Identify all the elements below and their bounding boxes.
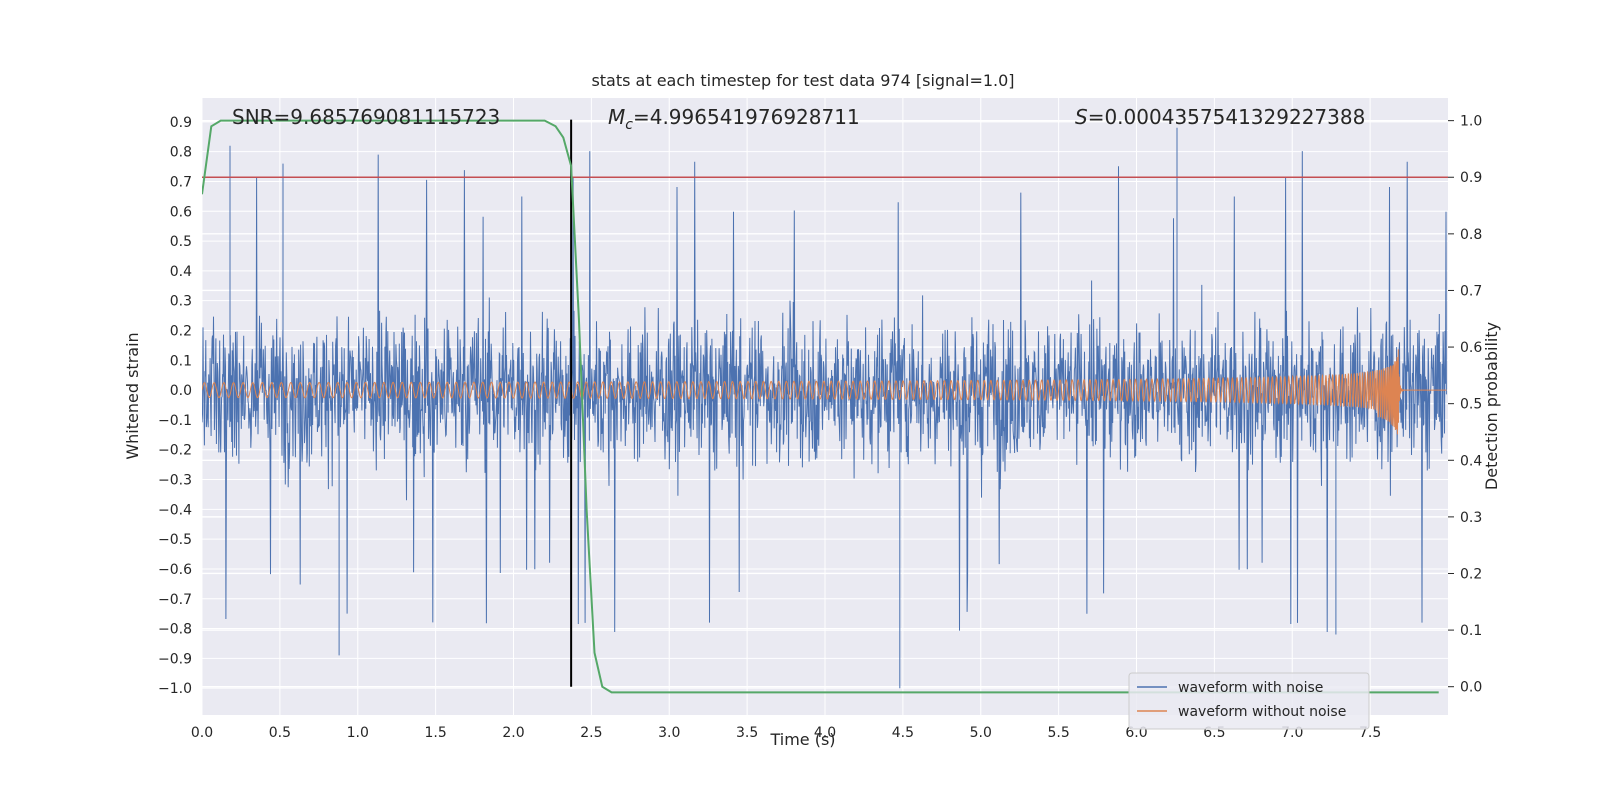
y2-tick-label: 0.4	[1460, 453, 1482, 469]
chirp-mass-annotation: Mc=4.996541976928711	[608, 105, 860, 133]
y-tick-label: −0.1	[158, 413, 192, 429]
y2-tick-label: 0.2	[1460, 566, 1482, 582]
y-tick-label: 0.2	[170, 323, 192, 339]
x-tick-label: 5.0	[970, 725, 992, 741]
y2-tick-label: 0.8	[1460, 227, 1482, 243]
y-tick-label: −0.8	[158, 622, 192, 638]
y2-tick-label: 0.6	[1460, 340, 1482, 356]
y-tick-label: −0.2	[158, 443, 192, 459]
s-symbol: S	[1075, 105, 1088, 129]
y2-tick-label: 0.9	[1460, 170, 1482, 186]
y-tick-label: 0.7	[170, 174, 192, 190]
chirp-mass-value: =4.996541976928711	[633, 105, 860, 129]
y-tick-label: 0.5	[170, 234, 192, 250]
overlay-lines	[202, 119, 1448, 694]
y2-tick-label: 0.3	[1460, 510, 1482, 526]
s-annotation: S=0.0004357541329227388	[1075, 105, 1365, 129]
detection-probability-line	[202, 119, 1439, 694]
y2-tick-label: 1.0	[1460, 114, 1482, 130]
noise-waveform-series	[202, 127, 1447, 689]
x-tick-label: 2.5	[580, 725, 602, 741]
x-tick-label: 4.5	[892, 725, 914, 741]
legend: waveform with noise waveform without noi…	[1128, 672, 1370, 730]
y2-tick-label: 0.7	[1460, 283, 1482, 299]
x-tick-label: 5.5	[1047, 725, 1069, 741]
y-tick-label: 0.1	[170, 353, 192, 369]
clean-waveform-series	[202, 349, 1447, 435]
x-tick-label: 3.0	[658, 725, 680, 741]
y2-axis-label: Detection probability	[1482, 322, 1501, 490]
y-tick-label: −0.6	[158, 562, 192, 578]
legend-box	[1128, 672, 1370, 730]
y-axis-label: Whitened strain	[123, 332, 142, 459]
x-tick-label: 0.0	[191, 725, 213, 741]
x-tick-label: 1.0	[347, 725, 369, 741]
x-tick-label: 3.5	[736, 725, 758, 741]
legend-label-noise: waveform with noise	[1178, 680, 1323, 696]
legend-label-clean: waveform without noise	[1178, 704, 1346, 720]
y2-tick-label: 0.0	[1460, 680, 1482, 696]
y-tick-label: −0.4	[158, 502, 192, 518]
y-tick-label: 0.8	[170, 145, 192, 161]
snr-annotation: SNR=9.685769081115723	[232, 105, 500, 129]
clean-waveform-line	[202, 349, 1447, 435]
s-value: =0.0004357541329227388	[1088, 105, 1366, 129]
x-tick-label: 4.0	[814, 725, 836, 741]
chirp-mass-subscript: c	[625, 117, 633, 133]
y-tick-label: 0.6	[170, 204, 192, 220]
chirp-mass-symbol: M	[608, 105, 625, 129]
y-tick-label: 0.0	[170, 383, 192, 399]
x-tick-label: 2.0	[502, 725, 524, 741]
axis-ticks: 0.0 0.5 1.0 1.5 2.0 2.5 3.0 3.5 4.0 4.5 5.0 5.5 6.0 6…	[158, 114, 1482, 741]
y2-tick-label: 0.5	[1460, 397, 1482, 413]
noise-waveform-line	[202, 127, 1447, 689]
y-tick-label: −0.5	[158, 532, 192, 548]
y-tick-label: 0.4	[170, 264, 192, 280]
y-tick-label: −0.7	[158, 592, 192, 608]
y2-tick-label: 0.1	[1460, 623, 1482, 639]
y-tick-label: −0.3	[158, 473, 192, 489]
chart-title: stats at each timestep for test data 974…	[591, 71, 1014, 90]
x-tick-label: 0.5	[269, 725, 291, 741]
x-axis-label: Time (s)	[769, 730, 835, 749]
y-tick-label: 0.9	[170, 115, 192, 131]
y-tick-label: −1.0	[158, 681, 192, 697]
y-tick-label: 0.3	[170, 294, 192, 310]
x-tick-label: 1.5	[424, 725, 446, 741]
y-tick-label: −0.9	[158, 651, 192, 667]
